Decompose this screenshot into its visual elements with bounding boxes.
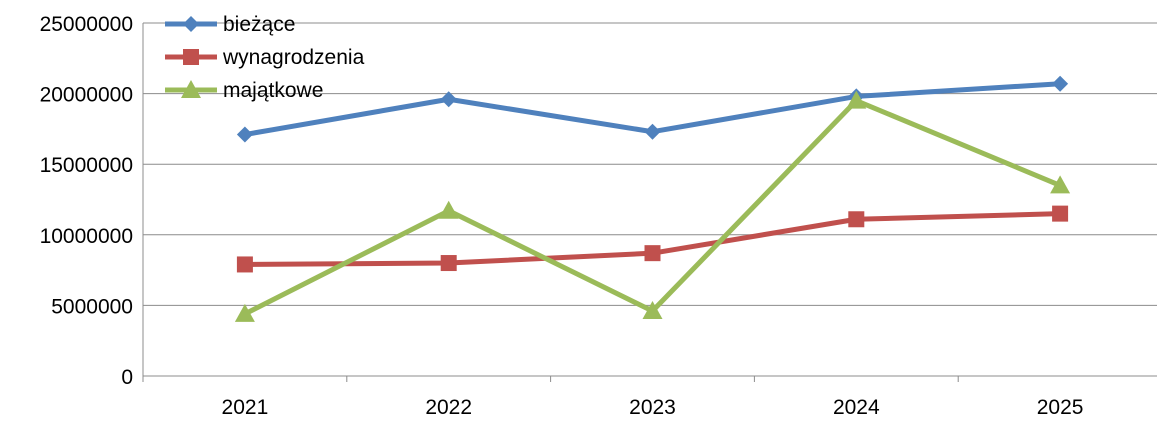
x-tick-label: 2025 — [1037, 396, 1084, 418]
series-0 — [236, 75, 1069, 143]
legend: bieżące wynagrodzenia majątkowe — [165, 13, 365, 102]
data-point — [644, 245, 661, 262]
x-tick-label: 2023 — [629, 396, 676, 418]
gridlines — [143, 22, 1157, 306]
y-tick-label: 25000000 — [40, 13, 133, 36]
y-tick-label: 5000000 — [51, 295, 133, 318]
x-tick-label: 2021 — [222, 396, 269, 418]
data-point — [848, 211, 865, 228]
y-tick-label: 10000000 — [40, 225, 133, 248]
legend-item: majątkowe — [165, 79, 323, 102]
legend-label: majątkowe — [223, 79, 323, 102]
data-point — [1050, 175, 1071, 194]
x-tick-label: 2024 — [833, 396, 880, 418]
data-point — [440, 91, 457, 108]
series-1 — [236, 205, 1069, 273]
data-point — [1052, 205, 1069, 222]
legend-label: wynagrodzenia — [222, 46, 365, 69]
x-tick-label: 2022 — [425, 396, 472, 418]
legend-swatch-marker — [183, 49, 199, 65]
data-point — [644, 123, 661, 140]
legend-swatch-marker — [183, 16, 199, 32]
data-point — [234, 303, 255, 322]
data-point — [438, 200, 459, 219]
axes: 0 5000000 10000000 15000000 20000000 25000000… — [40, 13, 1157, 419]
data-point — [642, 301, 663, 320]
data-point — [236, 126, 253, 143]
y-tick-label: 15000000 — [40, 154, 133, 177]
legend-swatch-marker — [181, 80, 201, 98]
legend-item: bieżące — [165, 13, 295, 36]
data-point — [1052, 75, 1069, 92]
y-tick-label: 0 — [121, 366, 133, 389]
data-point — [236, 256, 253, 273]
data-point — [440, 255, 457, 272]
data-point — [846, 90, 867, 109]
series-lines — [234, 75, 1071, 322]
y-tick-label: 20000000 — [40, 84, 133, 107]
legend-label: bieżące — [223, 13, 295, 36]
series-2 — [234, 90, 1071, 322]
legend-item: wynagrodzenia — [165, 46, 365, 69]
